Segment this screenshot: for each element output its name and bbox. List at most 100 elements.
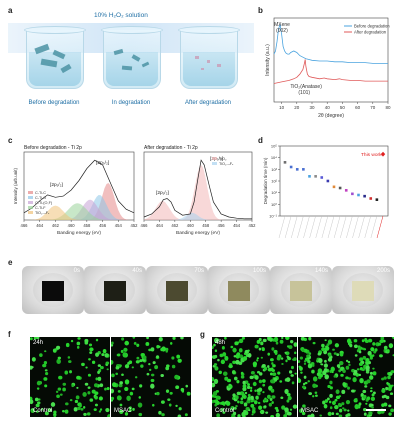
- cell-dot: [363, 408, 367, 412]
- cell-dot: [131, 366, 134, 369]
- cell-dot: [317, 352, 322, 356]
- cell-dot: [271, 362, 274, 365]
- cell-dot: [383, 345, 388, 350]
- cell-dot: [327, 339, 333, 345]
- cell-dot: [256, 359, 259, 362]
- cell-dot: [345, 359, 349, 362]
- legend-swatch: [28, 201, 33, 204]
- x-tick-label: 466: [21, 223, 29, 228]
- category-tick-label: [327, 215, 335, 239]
- cell-dot: [349, 341, 353, 344]
- cell-dot: [323, 368, 328, 373]
- cell-dot: [87, 386, 91, 389]
- cell-dot: [101, 353, 105, 357]
- cell-dot: [55, 390, 59, 394]
- chart-title: After degradation - Ti 2p: [144, 145, 198, 151]
- cell-dot: [353, 369, 358, 374]
- cell-dot: [156, 355, 159, 359]
- cell-dot: [148, 348, 152, 352]
- component-peak: [24, 203, 134, 220]
- category-tick-label: [291, 215, 298, 239]
- cell-dot: [234, 341, 239, 346]
- cell-dot: [362, 394, 367, 399]
- cell-dot: [53, 410, 57, 414]
- cell-dot: [212, 377, 215, 382]
- category-tick-label: [309, 215, 316, 239]
- legend-label: TiO₂₋ₓFₓ: [35, 211, 50, 215]
- cell-dot: [283, 414, 288, 417]
- cell-dot: [124, 364, 130, 369]
- category-tick-label: [303, 215, 310, 239]
- cell-dot: [102, 348, 107, 354]
- cell-dot: [341, 389, 346, 394]
- cell-dot: [87, 391, 91, 395]
- cell-dot: [171, 356, 175, 360]
- cell-dot: [36, 380, 41, 386]
- cell-dot: [230, 345, 234, 349]
- cell-dot: [128, 406, 132, 410]
- cell-dot: [111, 341, 114, 345]
- cell-dot: [349, 343, 353, 348]
- cell-dot: [256, 388, 261, 393]
- cell-dot: [252, 361, 258, 367]
- cell-dot: [340, 373, 344, 377]
- x-tick-label: 40: [325, 105, 331, 110]
- cell-dot: [303, 362, 307, 365]
- envelope-line: [143, 159, 252, 220]
- cell-dot: [368, 375, 374, 380]
- component-peak: [24, 205, 134, 220]
- cell-dot: [242, 383, 247, 389]
- legend-label: After degradation: [354, 30, 387, 35]
- cell-dot: [137, 402, 143, 408]
- cell-dot: [308, 352, 312, 355]
- cell-dot: [214, 403, 217, 407]
- legend-swatch: [212, 162, 217, 165]
- cell-dot: [324, 339, 327, 342]
- cell-dot: [257, 401, 261, 405]
- cell-dot: [354, 404, 359, 410]
- cell-dot: [371, 393, 375, 397]
- cell-dot: [345, 365, 350, 370]
- cell-dot: [53, 415, 56, 417]
- cell-dot: [294, 351, 297, 355]
- cell-dot: [301, 385, 305, 389]
- time-label: 140s: [314, 268, 328, 274]
- cell-dot: [348, 363, 351, 367]
- cell-dot: [150, 383, 155, 389]
- x-axis-label: Banding energy (eV): [176, 230, 220, 236]
- category-tick-label: [352, 215, 359, 239]
- cell-dot: [107, 414, 110, 417]
- cell-dot: [342, 382, 347, 387]
- cell-dot: [270, 388, 275, 393]
- category-tick-label: [376, 215, 384, 239]
- cell-dot: [214, 337, 219, 344]
- cell-dot: [124, 412, 129, 416]
- cell-dot: [363, 412, 367, 416]
- cell-dot: [346, 413, 351, 417]
- cell-dot: [132, 407, 135, 411]
- dish-0s: 0s: [22, 266, 84, 314]
- cell-dot: [170, 341, 173, 345]
- cell-dot: [145, 341, 150, 346]
- cell-dot: [212, 382, 216, 388]
- cell-dot: [383, 402, 388, 407]
- cell-dot: [215, 395, 220, 400]
- beaker-water: [29, 52, 81, 86]
- cell-dot: [286, 399, 290, 403]
- cell-dot: [233, 407, 237, 410]
- cell-dot: [249, 375, 254, 380]
- cell-dots: [212, 337, 297, 417]
- cell-dot: [312, 383, 317, 389]
- cell-dot: [212, 355, 217, 359]
- cell-dot: [270, 358, 274, 362]
- cell-dot: [242, 380, 246, 385]
- cell-dot: [260, 356, 263, 359]
- cell-dot: [150, 347, 155, 352]
- cell-dot: [121, 337, 125, 341]
- cell-dot: [362, 355, 367, 360]
- cell-dot: [106, 368, 109, 371]
- cell-dot: [218, 370, 222, 375]
- panel-label-e: e: [8, 258, 13, 267]
- cell-dot: [298, 365, 302, 368]
- cell-dot: [358, 402, 362, 406]
